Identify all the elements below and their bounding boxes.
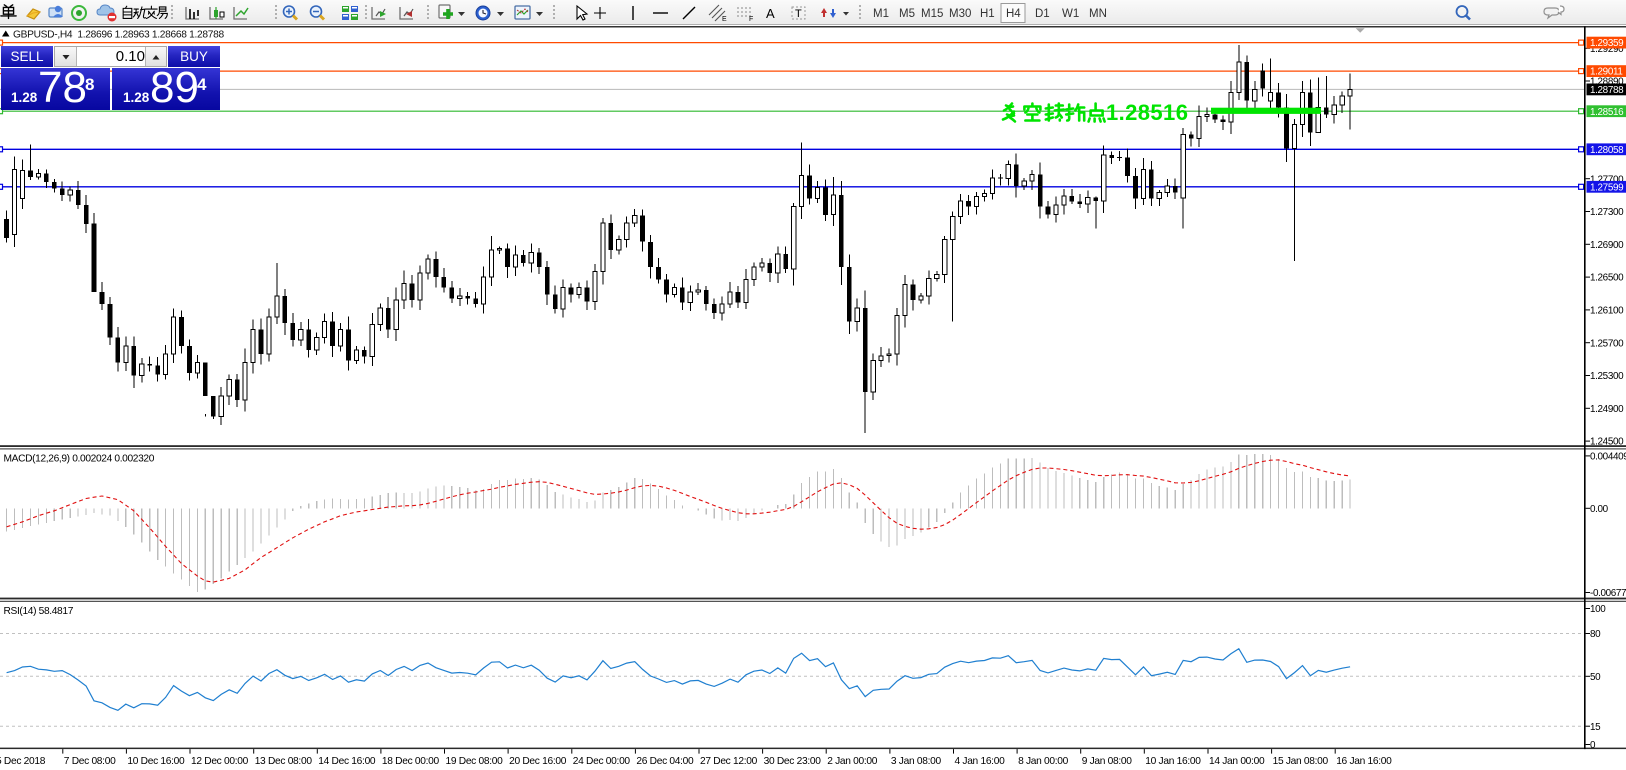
svg-text:7 Dec 08:00: 7 Dec 08:00 <box>64 756 116 767</box>
svg-text:M30: M30 <box>949 8 971 20</box>
svg-text:MN: MN <box>1089 8 1107 20</box>
svg-text:12 Dec 00:00: 12 Dec 00:00 <box>191 756 249 767</box>
svg-text:3 Jan 08:00: 3 Jan 08:00 <box>891 756 942 767</box>
svg-text:H4: H4 <box>1006 8 1021 20</box>
svg-text:100: 100 <box>1590 604 1606 615</box>
svg-text:8 Jan 00:00: 8 Jan 00:00 <box>1018 756 1069 767</box>
svg-text:19 Dec 08:00: 19 Dec 08:00 <box>446 756 504 767</box>
svg-text:14 Jan 00:00: 14 Jan 00:00 <box>1209 756 1265 767</box>
svg-text:9 Jan 08:00: 9 Jan 08:00 <box>1082 756 1133 767</box>
svg-text:15: 15 <box>1590 722 1601 733</box>
svg-text:1.25300: 1.25300 <box>1590 371 1624 382</box>
svg-text:GBPUSD-,H4 1.28696 1.28963 1.: GBPUSD-,H4 1.28696 1.28963 1.28668 1.287… <box>13 29 224 40</box>
svg-text:M15: M15 <box>921 8 943 20</box>
svg-text:1.26900: 1.26900 <box>1590 240 1624 251</box>
svg-text:1.24900: 1.24900 <box>1590 404 1624 415</box>
svg-text:A: A <box>766 6 775 21</box>
svg-text:MACD(12,26,9) 0.002024 0.00232: MACD(12,26,9) 0.002024 0.002320 <box>4 454 155 465</box>
svg-text:5 Dec 2018: 5 Dec 2018 <box>0 756 46 767</box>
svg-text:27 Dec 12:00: 27 Dec 12:00 <box>700 756 758 767</box>
svg-text:1.28516: 1.28516 <box>1106 100 1188 125</box>
svg-text:D1: D1 <box>1035 8 1050 20</box>
svg-text:M1: M1 <box>873 8 889 20</box>
svg-text:M5: M5 <box>899 8 915 20</box>
svg-text:10 Jan 16:00: 10 Jan 16:00 <box>1145 756 1201 767</box>
svg-text:1.26500: 1.26500 <box>1590 273 1624 284</box>
svg-text:1.24500: 1.24500 <box>1590 437 1624 448</box>
svg-text:1.27599: 1.27599 <box>1590 182 1624 193</box>
svg-text:1.27300: 1.27300 <box>1590 207 1624 218</box>
svg-text:13 Dec 08:00: 13 Dec 08:00 <box>255 756 313 767</box>
svg-text:F: F <box>749 16 753 23</box>
svg-text:15 Jan 08:00: 15 Jan 08:00 <box>1273 756 1329 767</box>
svg-text:24 Dec 00:00: 24 Dec 00:00 <box>573 756 631 767</box>
svg-text:16 Jan 16:00: 16 Jan 16:00 <box>1336 756 1392 767</box>
svg-text:80: 80 <box>1590 629 1601 640</box>
svg-text:T: T <box>795 8 802 20</box>
svg-text:H1: H1 <box>980 8 995 20</box>
svg-text:W1: W1 <box>1062 8 1079 20</box>
svg-text:-0.006778: -0.006778 <box>1590 588 1626 599</box>
svg-text:1.28890: 1.28890 <box>1590 77 1624 88</box>
svg-text:14 Dec 16:00: 14 Dec 16:00 <box>318 756 376 767</box>
svg-text:50: 50 <box>1590 672 1601 683</box>
svg-text:E: E <box>722 16 727 23</box>
svg-text:1.28058: 1.28058 <box>1590 145 1624 156</box>
svg-text:RSI(14) 58.4817: RSI(14) 58.4817 <box>4 606 74 617</box>
svg-text:1.25700: 1.25700 <box>1590 338 1624 349</box>
svg-text:0.00: 0.00 <box>1590 504 1609 515</box>
svg-text:1.28788: 1.28788 <box>1590 85 1624 96</box>
svg-text:1.29011: 1.29011 <box>1590 67 1623 78</box>
svg-text:10 Dec 16:00: 10 Dec 16:00 <box>127 756 185 767</box>
svg-text:20 Dec 16:00: 20 Dec 16:00 <box>509 756 567 767</box>
svg-text:18 Dec 00:00: 18 Dec 00:00 <box>382 756 440 767</box>
svg-text:1.28516: 1.28516 <box>1590 107 1624 118</box>
svg-text:1.29290: 1.29290 <box>1590 44 1624 55</box>
svg-text:0: 0 <box>1590 740 1596 751</box>
svg-text:0.004409: 0.004409 <box>1590 452 1626 463</box>
svg-text:1.29359: 1.29359 <box>1590 38 1624 49</box>
svg-text:4 Jan 16:00: 4 Jan 16:00 <box>955 756 1006 767</box>
svg-text:26 Dec 04:00: 26 Dec 04:00 <box>636 756 694 767</box>
svg-text:30 Dec 23:00: 30 Dec 23:00 <box>764 756 822 767</box>
svg-text:1.26100: 1.26100 <box>1590 306 1624 317</box>
svg-text:2 Jan 00:00: 2 Jan 00:00 <box>827 756 878 767</box>
svg-text:1.27700: 1.27700 <box>1590 174 1624 185</box>
